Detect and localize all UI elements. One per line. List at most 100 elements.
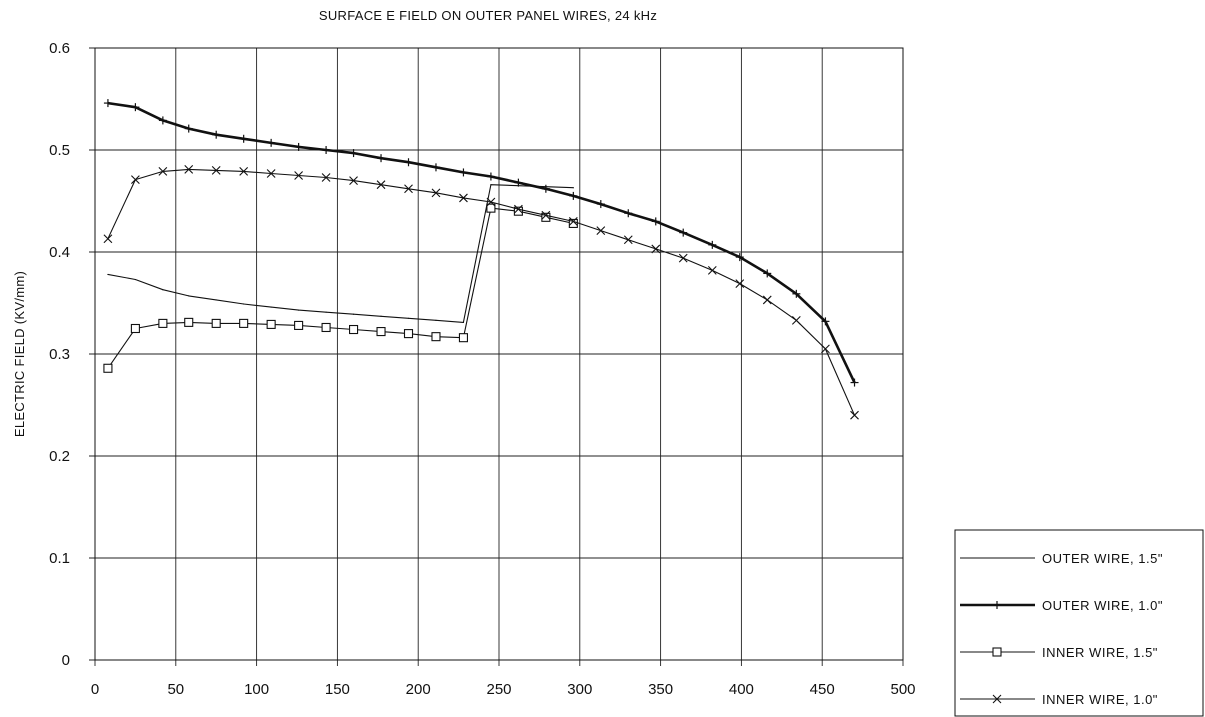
x-marker	[821, 344, 830, 354]
plus-marker	[404, 158, 413, 167]
legend-item: INNER WIRE, 1.0"	[960, 692, 1158, 707]
plus-marker	[596, 200, 605, 209]
plus-marker	[708, 240, 717, 249]
series-4	[103, 164, 859, 420]
square-marker	[294, 320, 304, 330]
x-marker	[404, 184, 413, 194]
y-tick-label: 0.5	[49, 142, 70, 159]
series-group	[103, 99, 859, 420]
plus-marker	[431, 163, 440, 172]
plus-marker	[821, 317, 830, 326]
x-tick-label: 150	[325, 681, 350, 698]
plus-marker	[792, 289, 801, 298]
plus-marker	[349, 149, 358, 158]
x-marker	[707, 265, 717, 275]
data-point	[162, 289, 164, 291]
x-marker	[131, 175, 140, 184]
square-marker	[158, 318, 168, 328]
x-tick-label: 500	[890, 681, 915, 698]
chart-title: SURFACE E FIELD ON OUTER PANEL WIRES, 24…	[319, 8, 657, 23]
square-marker	[349, 324, 359, 335]
data-point	[270, 306, 272, 308]
legend-item: OUTER WIRE, 1.5"	[960, 551, 1162, 566]
plus-marker	[184, 124, 193, 133]
x-marker	[762, 295, 772, 305]
series-line	[107, 184, 574, 323]
legend-label: INNER WIRE, 1.5"	[1042, 645, 1158, 660]
plus-marker	[735, 253, 744, 262]
x-marker	[321, 173, 331, 182]
data-point	[188, 295, 190, 297]
series-line	[107, 101, 856, 384]
plus-marker	[514, 178, 523, 187]
plus-marker	[212, 130, 221, 139]
series-line	[107, 207, 574, 369]
grid	[89, 47, 904, 666]
x-marker	[486, 197, 496, 207]
legend-item: OUTER WIRE, 1.0"	[960, 598, 1162, 613]
square-marker	[458, 333, 468, 343]
square-marker	[184, 317, 194, 327]
plus-marker	[624, 209, 633, 218]
square-marker	[513, 206, 523, 216]
x-tick-label: 100	[244, 681, 269, 698]
x-marker	[850, 410, 859, 420]
x-marker	[568, 217, 578, 226]
data-point	[107, 273, 109, 276]
data-point	[325, 311, 327, 313]
tick-labels: 0 50 100 150 200 250 300 350 400 450 500 0 0.1 0.2 0.3…	[49, 40, 915, 698]
legend-item: INNER WIRE, 1.5"	[960, 645, 1158, 660]
x-marker	[158, 167, 168, 176]
y-tick-label: 0.6	[49, 40, 70, 57]
x-marker	[184, 164, 194, 174]
plus-marker	[993, 601, 1001, 609]
x-marker	[678, 253, 688, 263]
y-tick-label: 0	[62, 652, 70, 669]
series-3	[103, 203, 578, 373]
data-point	[380, 315, 382, 317]
square-marker	[431, 332, 441, 342]
square-marker	[403, 329, 414, 339]
data-point	[435, 319, 437, 321]
square-marker	[541, 212, 551, 222]
x-tick-label: 50	[167, 681, 184, 698]
plus-marker	[158, 116, 167, 125]
legend-label: INNER WIRE, 1.0"	[1042, 692, 1158, 707]
x-marker	[651, 244, 661, 254]
plus-marker	[651, 217, 660, 226]
x-tick-label: 0	[91, 681, 99, 698]
plus-marker	[763, 269, 772, 278]
y-tick-label: 0.1	[49, 550, 70, 567]
x-marker	[596, 226, 606, 235]
x-tick-label: 450	[810, 681, 835, 698]
x-marker	[992, 694, 1002, 704]
x-marker	[623, 235, 633, 245]
plus-marker	[541, 184, 550, 193]
square-marker	[376, 327, 386, 337]
plus-marker	[377, 154, 386, 163]
plus-marker	[459, 168, 468, 177]
plus-marker	[322, 146, 331, 154]
square-marker	[992, 647, 1002, 657]
square-marker	[239, 318, 249, 328]
x-tick-label: 350	[648, 681, 673, 698]
data-point	[572, 187, 574, 189]
y-tick-label: 0.3	[49, 346, 70, 363]
plus-marker	[679, 228, 688, 237]
x-marker	[294, 171, 304, 180]
data-point	[462, 321, 465, 323]
square-marker	[266, 319, 276, 329]
plus-marker	[569, 191, 578, 200]
plus-marker	[103, 99, 112, 108]
data-point	[298, 309, 300, 311]
square-marker	[321, 322, 331, 333]
plus-marker	[267, 138, 276, 147]
x-tick-label: 300	[567, 681, 592, 698]
square-marker	[568, 218, 578, 228]
data-point	[215, 299, 217, 301]
x-marker	[266, 169, 276, 178]
plus-marker	[486, 172, 495, 181]
x-tick-label: 400	[729, 681, 754, 698]
series-2	[103, 99, 859, 387]
